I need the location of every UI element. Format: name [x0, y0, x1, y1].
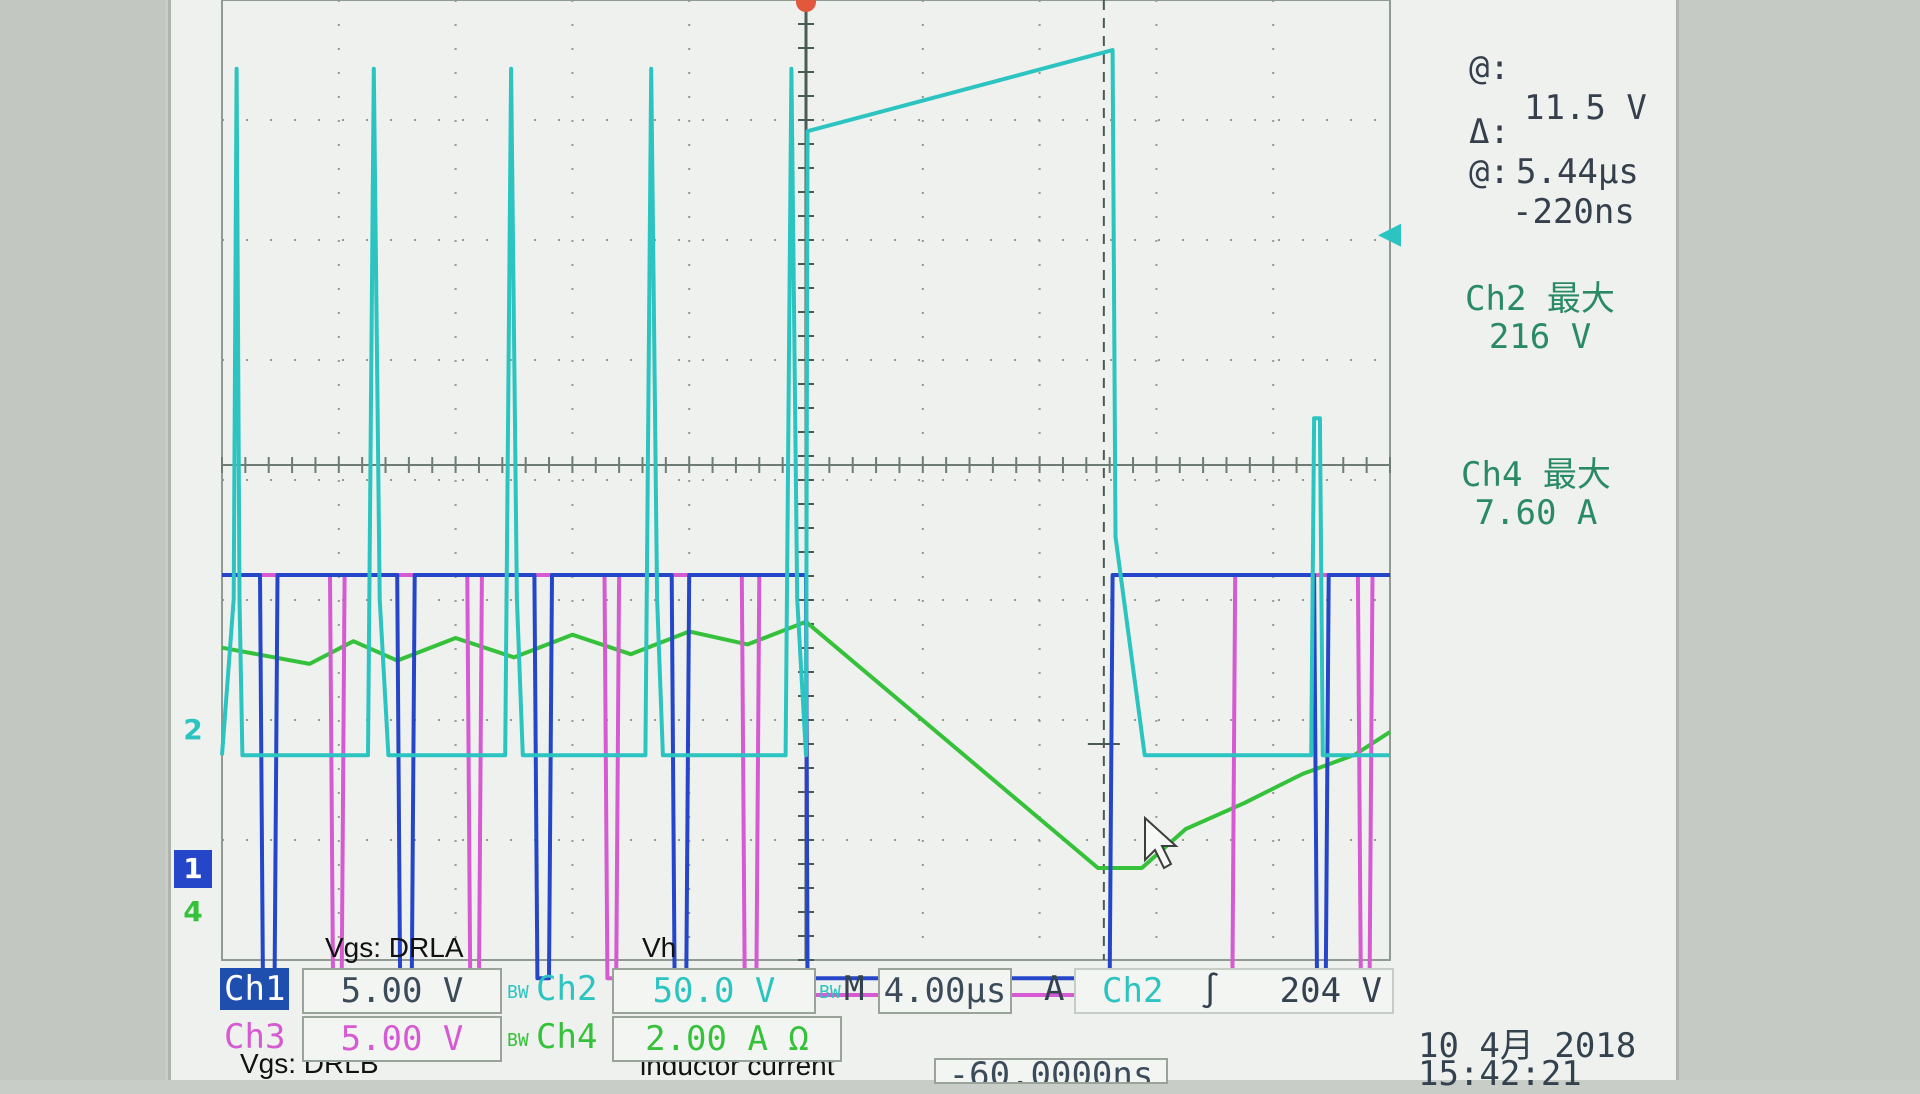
trigger-box[interactable]: Ch2 ∫ 204 V: [1074, 968, 1394, 1014]
ch1-label[interactable]: Ch1: [220, 968, 290, 1010]
bezel-right: [1675, 0, 1920, 1080]
ch4-bw-mark: BW: [507, 1030, 529, 1051]
trigger-slope-icon: ∫: [1200, 971, 1221, 1011]
ch2-bw-mark-2: BW: [819, 982, 841, 1003]
date-readout: 10 4月 2018: [1418, 1026, 1637, 1066]
delta-readout: Δ: 5.44µs: [1428, 72, 1639, 192]
trigger-position-marker: [796, 0, 816, 12]
series-vgs-drla-trace: [222, 573, 1390, 981]
meas-ch4: Ch4 最大 7.60 A: [1436, 456, 1636, 532]
trigger-level-arrow-icon: ◀: [1378, 216, 1402, 251]
delta-at-readout: @: -220ns: [1428, 112, 1635, 232]
bezel-left: [0, 0, 165, 1080]
delta-value: 5.44µs: [1516, 152, 1639, 192]
time-readout: 15:42:21: [1418, 1054, 1582, 1094]
ch1-scale: 5.00 V: [302, 968, 502, 1014]
series-vh-trace: [220, 48, 1390, 758]
ch4-ground-marker: 4: [183, 895, 203, 928]
ch2-scale: 50.0 V: [612, 968, 816, 1014]
cursor-at-value: 11.5 V: [1524, 88, 1647, 128]
ch3-scale: 5.00 V: [302, 1016, 502, 1062]
trigger-source: Ch2: [1102, 971, 1164, 1011]
meas-ch4-label: Ch4 最大: [1461, 455, 1611, 495]
annotation-ch2: Vh: [642, 932, 677, 963]
trigger-mode: A: [1044, 969, 1065, 1009]
ch3-label[interactable]: Ch3: [224, 1017, 286, 1057]
delta-at-value: -220ns: [1512, 192, 1635, 232]
trigger-level: 204 V: [1279, 971, 1382, 1011]
ch4-label[interactable]: Ch4: [536, 1017, 598, 1057]
meas-ch2-label: Ch2 最大: [1465, 279, 1615, 319]
ch2-bw-mark: BW: [507, 982, 529, 1003]
meas-ch2: Ch2 最大 216 V: [1440, 280, 1640, 356]
ch2-ground-marker: 2: [183, 713, 203, 746]
horizontal-position[interactable]: -60.0000ns: [934, 1058, 1168, 1084]
meas-ch4-value: 7.60 A: [1474, 493, 1598, 533]
series-inductor-current-trace: [221, 619, 1392, 870]
ch2-label[interactable]: Ch2: [536, 969, 598, 1009]
scope-screen: [168, 0, 1679, 1080]
delta-at-label: @:: [1468, 152, 1510, 192]
ch4-scale: 2.00 A Ω: [612, 1016, 842, 1062]
cursor-at-label: @:: [1468, 48, 1510, 88]
annotation-ch1: Vgs: DRLA: [325, 932, 464, 963]
delta-label: Δ:: [1468, 112, 1510, 152]
mouse-pointer-icon: [1144, 815, 1179, 870]
timebase-label: M: [844, 969, 865, 1009]
cursor-at-readout: @: 11.5 V: [1428, 8, 1647, 128]
meas-ch2-value: 216 V: [1488, 317, 1592, 357]
ch1-ground-marker: 1: [174, 850, 212, 888]
timebase-value[interactable]: 4.00µs: [878, 968, 1012, 1014]
